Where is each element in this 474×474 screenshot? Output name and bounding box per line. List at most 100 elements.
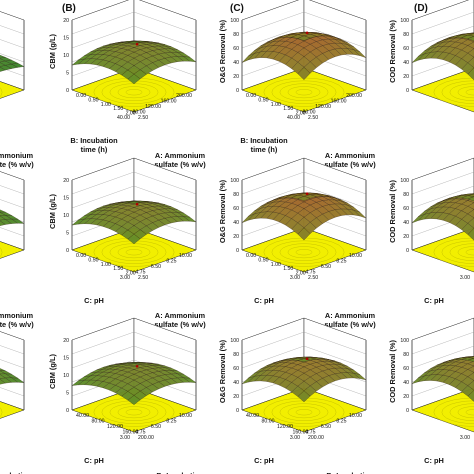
panel-label-d: (D): [414, 3, 428, 14]
z-axis-label: COD Removal (%): [388, 180, 397, 243]
y-tick-label: 10.00: [179, 253, 192, 259]
z-tick-label: 40: [233, 220, 239, 226]
z-axis-label: COD Removal (%): [388, 340, 397, 403]
x-tick-label: 2.00: [126, 111, 136, 117]
surface-panel-r3c1: 0 5 10 15 20 CBM (g/L) 40.0080.00120.00160.002…: [48, 317, 204, 474]
base-contour-line: [457, 246, 474, 259]
z-tick-label: 20: [233, 394, 239, 400]
surface-panel-r2c1: 0 5 10 15 20 CBM (g/L) 0.000.501.001.502.002.5…: [48, 157, 206, 329]
y-tick-label: 6.50: [321, 424, 331, 430]
base-contour-line: [441, 240, 474, 264]
z-tick-label: 15: [63, 35, 69, 41]
base-contour-line: [101, 240, 167, 264]
surface-cell: [0, 54, 6, 59]
wall-gridline: [241, 11, 367, 35]
design-point: [135, 42, 139, 46]
wall-gridline: [0, 199, 25, 209]
x-tick-label: 160.00: [293, 430, 309, 436]
z-tick-label: 5: [66, 70, 69, 76]
base-contour-line: [465, 249, 474, 256]
base-contour-line: [465, 409, 474, 416]
x-tick-label: 1.00: [271, 262, 281, 268]
y-tick-label: 40.00: [287, 115, 300, 121]
z-tick-label: 80: [233, 32, 239, 38]
x-tick-label: 200.00: [308, 435, 324, 441]
y-tick-label: 4.75: [135, 270, 145, 276]
x-tick-label: 2.00: [296, 111, 306, 117]
surface-cell: [467, 358, 474, 362]
z-axis-label: COD Removal (%): [388, 20, 397, 83]
y-tick-label: 200.00: [176, 93, 192, 99]
z-tick-label: 20: [63, 338, 69, 344]
z-tick-label: 60: [233, 46, 239, 52]
wall-gridline: [71, 171, 197, 195]
y-axis-label: B: Incubation time (h): [70, 136, 118, 154]
contour-base: [0, 81, 25, 99]
z-axis-label: CBM (g/L): [48, 34, 57, 69]
y-tick-label: 160.00: [161, 99, 177, 105]
contour-base: [0, 241, 25, 259]
surface-cell: [127, 201, 141, 204]
z-tick-label: 80: [403, 192, 409, 198]
x-tick-label: 0.00: [76, 93, 86, 99]
z-tick-label: 20: [403, 74, 409, 80]
z-tick-label: 60: [403, 366, 409, 372]
y-tick-label: 160.00: [331, 99, 347, 105]
y-axis-label: C: pH: [424, 296, 444, 305]
y-tick-label: 4.75: [305, 270, 315, 276]
y-tick-label: 10.00: [349, 253, 362, 259]
z-tick-label: 60: [403, 46, 409, 52]
z-tick-label: 60: [403, 206, 409, 212]
base-contour-line: [263, 397, 345, 427]
z-tick-label: 60: [233, 206, 239, 212]
contour-base: [71, 227, 197, 273]
base-contour-line: [101, 400, 167, 424]
surface-cell: [127, 41, 141, 44]
z-tick-label: 40: [233, 380, 239, 386]
surface-cell: [127, 362, 141, 364]
y-axis-label: C: pH: [84, 456, 104, 465]
base-contour-line: [457, 86, 474, 99]
x-tick-label: 2.00: [126, 271, 136, 277]
z-tick-label: 100: [230, 18, 239, 24]
wall-gridline: [0, 227, 25, 237]
z-tick-label: 20: [233, 234, 239, 240]
z-tick-label: 40: [403, 60, 409, 66]
base-contour-line: [287, 246, 321, 259]
x-tick-label: 0.00: [246, 253, 256, 259]
z-tick-label: 10: [63, 213, 69, 219]
x-tick-label: 2.50: [138, 115, 148, 121]
base-contour-line: [271, 80, 337, 104]
y-tick-label: 3.00: [120, 435, 130, 441]
base-contour-line: [263, 237, 345, 267]
base-contour-line: [271, 240, 337, 264]
y-tick-label: 40.00: [117, 115, 130, 121]
y-tick-label: 10.00: [349, 413, 362, 419]
x-tick-label: 1.50: [283, 266, 293, 272]
z-tick-label: 0: [66, 88, 69, 94]
x-tick-label: 2.00: [296, 271, 306, 277]
z-tick-label: 40: [403, 220, 409, 226]
x-tick-label: 1.00: [271, 102, 281, 108]
contour-base: [71, 387, 197, 433]
z-tick-label: 0: [236, 248, 239, 254]
base-contour-line: [449, 243, 474, 262]
base-contour-line: [117, 246, 151, 259]
y-tick-label: 4.75: [305, 430, 315, 436]
x-tick-label: 1.00: [101, 102, 111, 108]
x-tick-label: 2.50: [308, 275, 318, 281]
z-tick-label: 80: [233, 352, 239, 358]
surface-cell: [297, 35, 311, 41]
wall-gridline: [411, 331, 474, 355]
z-axis-label: O&G Removal (%): [218, 179, 227, 243]
z-tick-label: 0: [406, 88, 409, 94]
surface-cell: [467, 196, 474, 202]
z-tick-label: 0: [236, 408, 239, 414]
y-tick-label: 120.00: [145, 104, 161, 110]
